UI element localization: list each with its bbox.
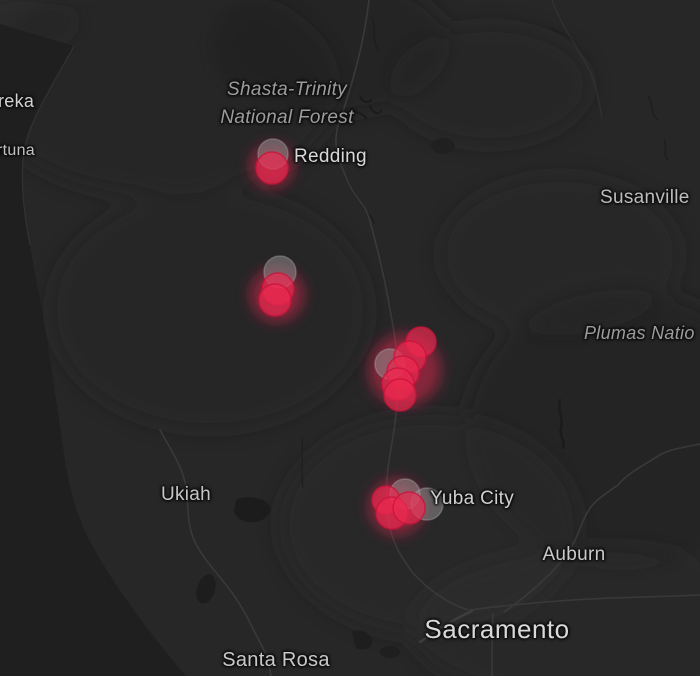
ocean-shape [0, 24, 186, 676]
incident-marker-group [255, 151, 437, 530]
map-marker-yuba-incident3[interactable] [392, 491, 426, 525]
water-features [196, 17, 669, 658]
map-marker-cluster3-incident5[interactable] [383, 378, 417, 412]
road-network [159, 0, 700, 676]
road-i80 [503, 443, 700, 613]
road-i5-north [335, 0, 399, 393]
coastline [21, 45, 75, 246]
road-sac-south [491, 613, 494, 676]
map-marker-cluster2-incident2[interactable] [258, 283, 292, 317]
road-sac-west [418, 609, 474, 644]
road-top-right [551, 0, 603, 119]
map-marker-redding-incident[interactable] [255, 151, 289, 185]
road-101 [159, 429, 272, 676]
road-sac-east [469, 594, 700, 611]
